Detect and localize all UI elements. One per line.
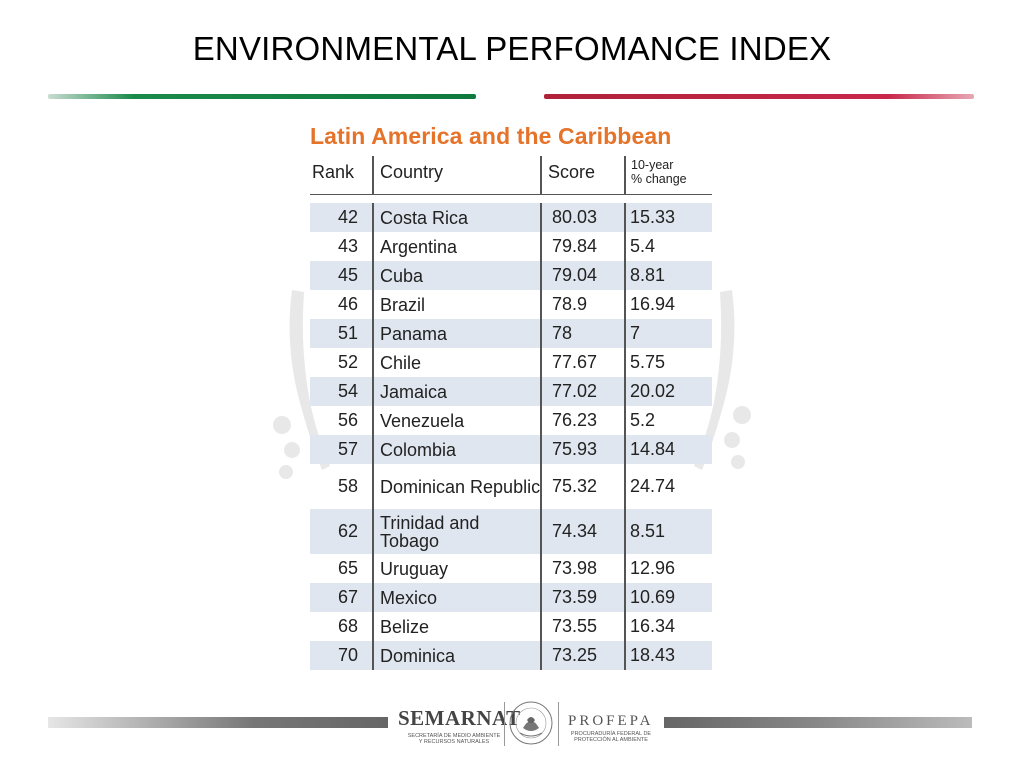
cell-score: 74.34 <box>552 521 598 541</box>
cell-rank: 62 <box>337 521 358 541</box>
cell-change: 16.94 <box>630 294 676 314</box>
cell-rank: 68 <box>337 616 358 636</box>
cell-country: Trinidad and Tobago <box>380 512 480 551</box>
cell-score: 78.9 <box>552 294 588 314</box>
table-row: 68 Belize 73.55 16.34 <box>310 612 712 641</box>
cell-change: 5.2 <box>630 410 656 430</box>
cell-change: 20.02 <box>630 381 676 401</box>
table-row: 65 Uruguay 73.98 12.96 <box>310 554 712 583</box>
table-row: 46 Brazil 78.9 16.94 <box>310 290 712 319</box>
profepa-subtitle: PROCURADURÍA FEDERAL DE PROTECCIÓN AL AM… <box>570 731 652 743</box>
table-row: 58 Dominican Republic 75.32 24.74 <box>310 464 712 509</box>
semarnat-subtitle: SECRETARÍA DE MEDIO AMBIENTE Y RECURSOS … <box>407 733 501 745</box>
cell-country: Colombia <box>380 439 457 460</box>
region-title: Latin America and the Caribbean <box>310 123 672 149</box>
header-country: Country <box>380 162 444 182</box>
cell-rank: 67 <box>337 587 358 607</box>
table-row: 70 Dominica 73.25 18.43 <box>310 641 712 670</box>
cell-change: 24.74 <box>630 476 676 496</box>
cell-country: Mexico <box>380 587 438 608</box>
footer-bar-right <box>664 717 972 728</box>
cell-score: 75.32 <box>552 476 598 496</box>
table-header: Rank Country Score 10-year % change <box>310 154 712 195</box>
cell-change: 5.4 <box>630 236 656 256</box>
cell-country: Brazil <box>380 294 426 315</box>
header-change-line1: 10-year <box>631 158 674 172</box>
cell-score: 73.55 <box>552 616 598 636</box>
table-row: 43 Argentina 79.84 5.4 <box>310 232 712 261</box>
cell-change: 18.43 <box>630 645 676 665</box>
cell-country: Belize <box>380 616 430 637</box>
red-divider <box>544 94 974 99</box>
cell-score: 73.25 <box>552 645 598 665</box>
cell-rank: 58 <box>337 476 358 496</box>
cell-rank: 70 <box>337 645 358 665</box>
cell-country: Costa Rica <box>380 207 469 228</box>
cell-rank: 56 <box>337 410 358 430</box>
cell-score: 73.98 <box>552 558 598 578</box>
cell-change: 15.33 <box>630 207 676 227</box>
cell-score: 78 <box>552 323 573 343</box>
cell-rank: 65 <box>337 558 358 578</box>
mexican-coat-of-arms-icon <box>509 701 553 745</box>
header-change-line2: % change <box>631 172 687 186</box>
slide-title: ENVIRONMENTAL PERFOMANCE INDEX <box>192 30 832 67</box>
table-row: 57 Colombia 75.93 14.84 <box>310 435 712 464</box>
cell-change: 16.34 <box>630 616 676 636</box>
cell-country: Panama <box>380 323 448 344</box>
cell-country: Cuba <box>380 265 424 286</box>
cell-score: 79.04 <box>552 265 598 285</box>
table-row: 52 Chile 77.67 5.75 <box>310 348 712 377</box>
cell-country: Chile <box>380 352 422 373</box>
cell-country: Dominica <box>380 645 456 666</box>
cell-change: 8.51 <box>630 521 666 541</box>
epi-table: Latin America and the Caribbean Rank Cou… <box>310 118 712 670</box>
cell-country: Uruguay <box>380 558 449 579</box>
table-row: 56 Venezuela 76.23 5.2 <box>310 406 712 435</box>
green-divider <box>48 94 476 99</box>
cell-score: 79.84 <box>552 236 598 256</box>
header-rank: Rank <box>312 162 355 182</box>
cell-rank: 42 <box>337 207 358 227</box>
footer-logos: SEMARNAT SECRETARÍA DE MEDIO AMBIENTE Y … <box>392 698 662 750</box>
cell-rank: 51 <box>337 323 358 343</box>
header-score: Score <box>548 162 596 182</box>
table-row: 67 Mexico 73.59 10.69 <box>310 583 712 612</box>
cell-score: 80.03 <box>552 207 598 227</box>
header-change: 10-year % change <box>631 158 687 186</box>
cell-change: 12.96 <box>630 558 676 578</box>
semarnat-logo: SEMARNAT <box>398 706 521 730</box>
cell-change: 10.69 <box>630 587 676 607</box>
cell-score: 77.67 <box>552 352 598 372</box>
cell-score: 76.23 <box>552 410 598 430</box>
cell-rank: 46 <box>337 294 358 314</box>
table-row: 45 Cuba 79.04 8.81 <box>310 261 712 290</box>
cell-score: 75.93 <box>552 439 598 459</box>
cell-country: Venezuela <box>380 410 465 431</box>
cell-rank: 45 <box>337 265 358 285</box>
cell-country: Argentina <box>380 236 458 257</box>
cell-score: 73.59 <box>552 587 598 607</box>
cell-country: Dominican Republic <box>380 476 541 497</box>
cell-score: 77.02 <box>552 381 598 401</box>
cell-change: 7 <box>630 323 641 343</box>
table-body: 42 Costa Rica 80.03 15.33 43 Argentina 79.84 5.… <box>310 203 712 670</box>
table-row: 54 Jamaica 77.02 20.02 <box>310 377 712 406</box>
cell-rank: 52 <box>337 352 358 372</box>
cell-rank: 54 <box>337 381 358 401</box>
table-row: 42 Costa Rica 80.03 15.33 <box>310 203 712 232</box>
cell-country: Jamaica <box>380 381 448 402</box>
footer-bar-left <box>48 717 388 728</box>
profepa-logo: PROFEPA <box>568 713 654 729</box>
table-row: 62 Trinidad and Tobago 74.34 8.51 <box>310 509 712 554</box>
cell-change: 8.81 <box>630 265 666 285</box>
cell-rank: 57 <box>337 439 358 459</box>
cell-change: 5.75 <box>630 352 666 372</box>
cell-rank: 43 <box>337 236 358 256</box>
cell-change: 14.84 <box>630 439 676 459</box>
table-row: 51 Panama 78 7 <box>310 319 712 348</box>
